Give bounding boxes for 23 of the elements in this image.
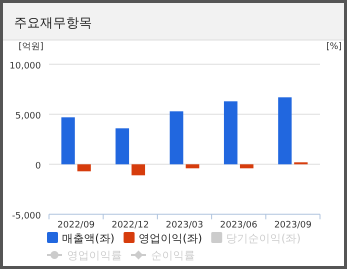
bar bbox=[278, 97, 292, 164]
y-tick-label: 10,000 bbox=[10, 61, 42, 72]
x-tick-label: 2022/09 bbox=[57, 220, 96, 230]
y-axis-title: [억원] bbox=[18, 42, 44, 52]
x-tick-label: 2023/03 bbox=[166, 220, 204, 230]
y-tick-label: 5,000 bbox=[15, 111, 42, 122]
bar bbox=[132, 164, 146, 176]
x-tick-label: 2023/09 bbox=[274, 220, 312, 230]
y2-axis-title: [%] bbox=[326, 42, 342, 52]
bar bbox=[186, 164, 200, 168]
x-tick-label: 2023/06 bbox=[220, 220, 258, 230]
bar bbox=[224, 101, 238, 164]
bar bbox=[240, 164, 254, 168]
bar bbox=[61, 117, 75, 164]
bar bbox=[116, 128, 130, 164]
x-tick-label: 2022/12 bbox=[112, 220, 149, 230]
y-tick-label: 0 bbox=[35, 161, 42, 172]
y-tick-label: -5,000 bbox=[12, 211, 42, 222]
legend-label: 매출액(좌) bbox=[62, 232, 115, 245]
chart-title: 주요재무항목 bbox=[14, 16, 92, 31]
bar bbox=[170, 111, 184, 164]
legend-label: 영업이익(좌) bbox=[138, 232, 202, 245]
bar bbox=[77, 164, 91, 172]
